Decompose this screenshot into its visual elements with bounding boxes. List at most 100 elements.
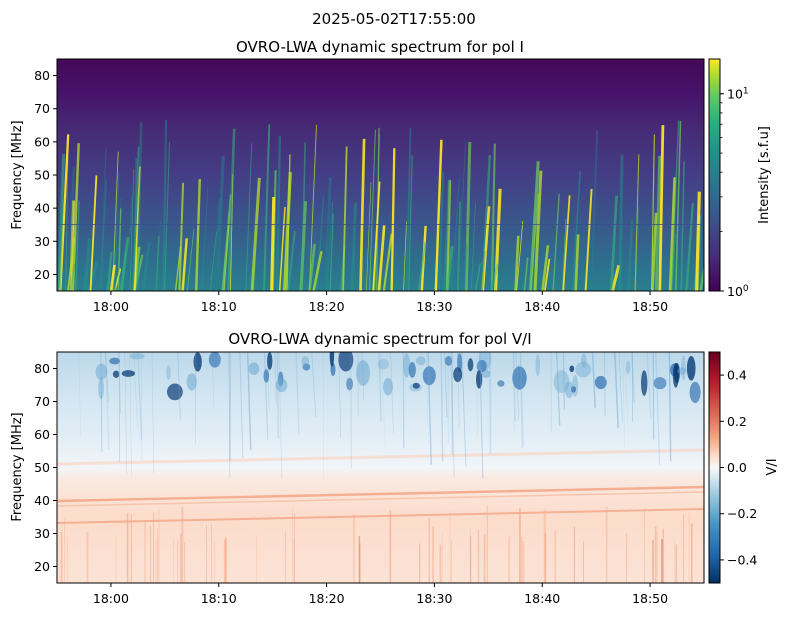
- vi-streak: [426, 352, 428, 426]
- burst-streak: [270, 196, 276, 291]
- burst-streak: [132, 146, 140, 291]
- vi-streak: [562, 352, 566, 410]
- y-tick-label: 40: [34, 493, 50, 508]
- burst-streak: [89, 175, 98, 291]
- y-tick-label: 40: [34, 201, 50, 216]
- y-tick-label: 70: [34, 394, 50, 409]
- burst-streak: [654, 155, 662, 291]
- vi-blue-patch: [453, 367, 463, 383]
- vi-blue-patch: [301, 356, 310, 367]
- x-tick-label: 18:50: [632, 299, 668, 314]
- burst-streak: [464, 141, 472, 291]
- burst-streak: [215, 156, 225, 291]
- burst-streak: [408, 155, 413, 291]
- vi-blue-patch: [275, 378, 288, 393]
- burst-streak: [670, 120, 680, 291]
- polarization-band: [57, 448, 704, 466]
- burst-streaks: [57, 120, 704, 291]
- vi-streak: [311, 352, 317, 418]
- burst-streak: [178, 182, 185, 291]
- vi-blue-patch: [166, 365, 171, 381]
- vi-streak: [177, 352, 181, 420]
- burst-streak: [372, 181, 381, 291]
- burst-streak: [283, 171, 292, 291]
- x-tick-label: 18:40: [524, 299, 560, 314]
- burst-streak: [57, 154, 66, 291]
- burst-streak: [528, 161, 540, 291]
- y-tick-label: 60: [34, 134, 50, 149]
- vi-streak: [668, 352, 672, 462]
- vi-blue-patch: [95, 363, 108, 380]
- y-tick-label: 50: [34, 168, 50, 183]
- burst-streak: [445, 245, 454, 291]
- vi-streak: [461, 352, 467, 467]
- vi-blue-patch: [689, 381, 701, 404]
- burst-streak: [250, 177, 261, 291]
- colorbar-label: Intensity [s.f.u]: [757, 126, 772, 224]
- x-tick-label: 18:20: [309, 299, 345, 314]
- vi-streak: [104, 352, 110, 450]
- burst-streak: [516, 221, 524, 291]
- burst-streak: [671, 233, 676, 291]
- vi-blue-patch: [377, 358, 390, 370]
- vi-streak: [118, 352, 121, 414]
- colorbar-label: V/I: [765, 458, 780, 475]
- vi-streak: [646, 352, 652, 419]
- burst-streak: [523, 257, 529, 291]
- vi-streak: [381, 352, 386, 451]
- vi-streak: [427, 352, 432, 465]
- vi-streak: [100, 352, 103, 453]
- vi-streak: [278, 352, 283, 478]
- burst-streak: [316, 196, 325, 291]
- vi-streak: [133, 352, 138, 429]
- vi-blue-patch: [641, 370, 648, 396]
- burst-streak: [226, 128, 236, 291]
- vi-streak: [129, 352, 132, 477]
- burst-streak: [457, 141, 466, 291]
- x-tick-label: 18:30: [416, 299, 452, 314]
- burst-streak: [695, 191, 701, 291]
- y-tick-label: 20: [34, 267, 50, 282]
- y-axis-label: Frequency [MHz]: [10, 412, 25, 521]
- burst-streak: [359, 138, 366, 291]
- vi-blue-patch: [403, 353, 411, 378]
- colorbar-intensity: 100 101 Intensity [s.f.u]: [708, 58, 772, 299]
- vi-blue-patch: [208, 352, 221, 368]
- burst-streak: [445, 180, 452, 291]
- y-axis: 20 30 40 50 60 70 80: [34, 361, 57, 574]
- vi-blue-patch: [356, 360, 370, 386]
- burst-streak: [571, 171, 582, 291]
- vi-blue-patch: [346, 377, 353, 391]
- vi-streak: [622, 352, 625, 448]
- burst-streak: [456, 201, 462, 291]
- y-axis: 20 30 40 50 60 70 80: [34, 68, 57, 282]
- vi-blue-patch: [444, 356, 453, 366]
- vi-blue-patch: [571, 386, 576, 393]
- burst-streak: [117, 208, 122, 291]
- vi-streak: [591, 352, 597, 408]
- burst-streak: [635, 205, 640, 291]
- burst-streak: [69, 200, 75, 291]
- vi-blue-patch: [302, 363, 311, 371]
- vi-streak: [512, 352, 516, 421]
- vi-streak: [604, 352, 606, 417]
- colorbar-tick-label: −0.2: [727, 506, 757, 521]
- colorbar-tick-label: 0.4: [727, 368, 747, 383]
- burst-streak: [71, 143, 80, 291]
- burst-streak: [223, 223, 230, 291]
- burst-streak: [142, 242, 151, 291]
- burst-streak: [437, 171, 445, 291]
- vi-blue-patch: [572, 375, 579, 397]
- y-tick-label: 80: [34, 361, 50, 376]
- burst-streak: [100, 147, 107, 291]
- vi-blue-patch: [408, 362, 416, 378]
- burst-streak: [609, 195, 618, 291]
- burst-streak: [470, 203, 476, 291]
- colorbar-gradient: [708, 351, 721, 584]
- burst-streak: [634, 154, 640, 291]
- burst-streak: [618, 218, 624, 291]
- vi-streak: [246, 352, 252, 451]
- burst-streak: [658, 125, 665, 291]
- burst-streak: [451, 177, 460, 291]
- vi-blue-patch: [625, 360, 631, 374]
